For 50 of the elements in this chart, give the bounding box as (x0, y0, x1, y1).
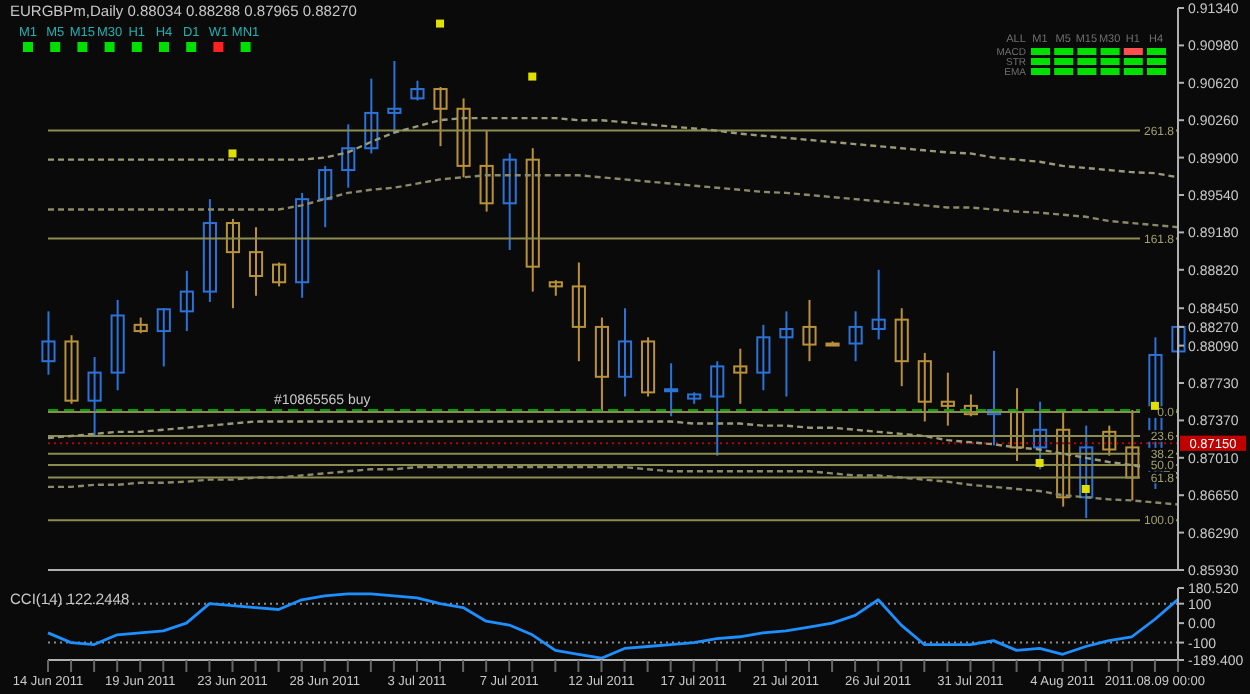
candlestick (248, 226, 264, 297)
candlestick (1056, 409, 1071, 508)
point (1081, 484, 1090, 493)
candlestick (756, 323, 771, 392)
candlestick (710, 360, 725, 457)
candlestick (295, 191, 310, 299)
candlestick (617, 307, 633, 398)
candlestick (364, 77, 379, 155)
candlestick (41, 310, 56, 376)
candlestick (525, 147, 540, 293)
candlestick (202, 198, 217, 303)
candlestick (940, 371, 955, 427)
candlestick (1102, 424, 1117, 457)
candlestick (640, 336, 656, 398)
candlestick (64, 334, 79, 405)
candlestick (802, 298, 817, 363)
candlestick (318, 164, 333, 229)
point (436, 19, 445, 28)
candlestick (963, 393, 978, 418)
candlestick (1009, 387, 1025, 462)
candlestick (571, 261, 586, 363)
point (1150, 401, 1159, 410)
candlestick (1079, 424, 1094, 520)
candlestick (917, 351, 932, 423)
candlestick (779, 310, 794, 398)
candlestick (1033, 400, 1048, 471)
candlestick (502, 152, 517, 252)
candlestick (594, 316, 610, 414)
candlestick (848, 310, 863, 363)
candlestick (110, 298, 125, 392)
point (528, 72, 537, 81)
candlestick (341, 123, 356, 189)
candlestick (733, 347, 748, 405)
candlestick (479, 129, 494, 213)
candlestick (272, 261, 287, 288)
candlestick (871, 268, 886, 341)
candlestick (179, 269, 194, 333)
point (1035, 459, 1044, 467)
candlestick (387, 59, 402, 135)
candlestick (456, 97, 471, 179)
candlestick (433, 85, 448, 148)
candlestick (986, 349, 1002, 447)
candlestick (664, 362, 679, 418)
candlestick (894, 307, 909, 388)
candlestick (225, 217, 241, 310)
candlestick (156, 307, 171, 368)
point (228, 149, 237, 158)
candlestick (87, 356, 102, 437)
candlestick (1125, 409, 1140, 502)
candlestick (410, 79, 425, 102)
